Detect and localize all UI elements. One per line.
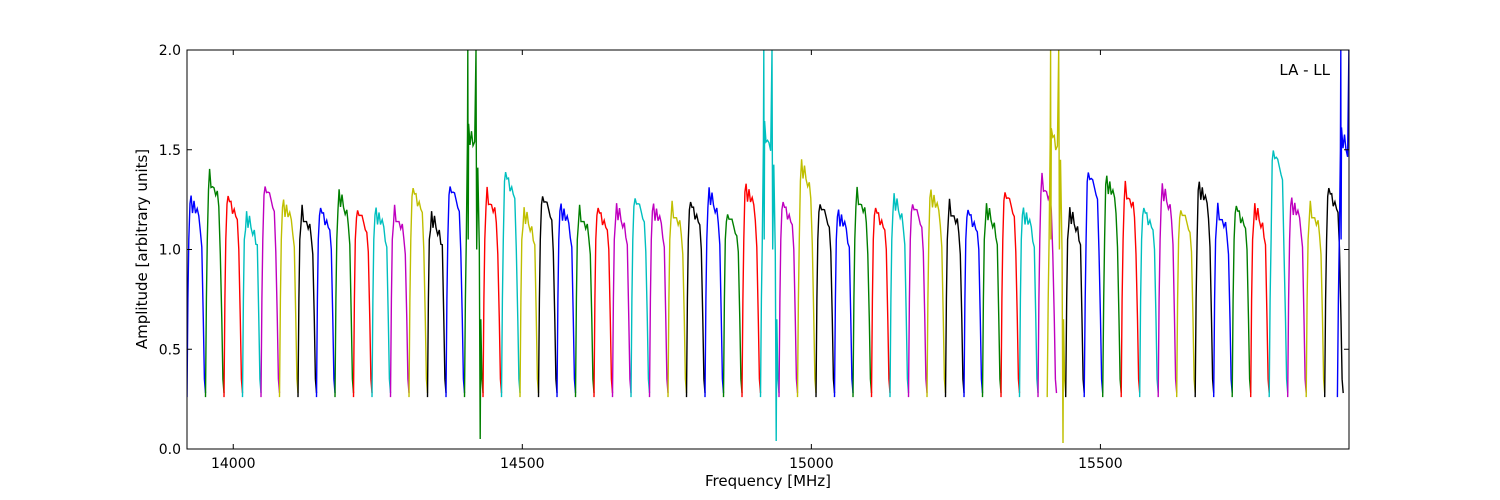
tick-layer: 14000 14500 15000 15500 0.0 0.5 1.0 1.5 2.0 (159, 43, 1349, 472)
channel-line-12 (408, 187, 429, 398)
channel-line-57 (1231, 205, 1252, 398)
channel-line-13 (426, 211, 447, 398)
y-tick-label-2: 1.0 (159, 243, 181, 259)
channel-line-44 (1000, 192, 1021, 398)
channel-line-48 (1065, 207, 1085, 398)
channel-line-54 (1176, 210, 1196, 398)
channel-line-52 (1139, 207, 1159, 398)
channel-line-31 (759, 50, 780, 442)
x-tick-label-2: 15000 (789, 456, 834, 472)
y-tick-label-3: 1.5 (159, 143, 181, 159)
channel-line-60 (1287, 197, 1307, 398)
channel-line-46 (1037, 172, 1058, 398)
channel-line-20 (556, 203, 577, 398)
channel-line-9 (352, 210, 373, 398)
channel-line-15 (463, 50, 484, 440)
channel-annotation: LA - LL (1279, 61, 1330, 79)
y-tick-label-0: 0.0 (159, 442, 181, 458)
channel-line-25 (648, 203, 669, 398)
channel-line-11 (389, 204, 410, 398)
channel-line-51 (1120, 180, 1141, 398)
y-axis-label: Amplitude [arbitrary units] (133, 149, 151, 349)
channel-line-56 (1213, 202, 1233, 398)
x-axis-label: Frequency [MHz] (705, 472, 831, 490)
channel-line-45 (1018, 207, 1039, 398)
channel-line-30 (741, 183, 762, 398)
channel-line-26 (667, 200, 688, 398)
channel-line-43 (981, 203, 1002, 398)
channel-line-58 (1250, 203, 1270, 398)
channel-line-1 (204, 168, 225, 398)
channel-line-32 (778, 201, 799, 398)
channel-line-61 (1305, 200, 1326, 398)
channel-line-40 (926, 189, 947, 398)
channel-line-17 (500, 171, 521, 398)
channel-line-8 (334, 189, 355, 398)
channel-line-53 (1157, 183, 1178, 398)
channel-line-10 (371, 207, 392, 398)
channel-line-35 (833, 209, 854, 398)
channel-line-62 (1324, 187, 1344, 398)
series-layer (187, 50, 1349, 444)
channel-line-55 (1194, 181, 1215, 398)
channel-line-59 (1268, 150, 1289, 398)
y-tick-label-1: 0.5 (159, 342, 181, 358)
x-tick-label-3: 15500 (1078, 456, 1123, 472)
channel-line-22 (593, 207, 614, 398)
channel-line-38 (889, 193, 910, 398)
plot-frame (186, 49, 1350, 450)
channel-line-21 (574, 204, 595, 398)
y-tick-label-4: 2.0 (159, 43, 181, 59)
channel-line-16 (482, 186, 503, 398)
x-tick-label-1: 14500 (500, 456, 545, 472)
channel-line-39 (907, 204, 928, 398)
x-tick-label-0: 14000 (211, 456, 256, 472)
channel-line-36 (852, 186, 873, 398)
channel-line-14 (445, 186, 466, 398)
channel-line-0 (187, 195, 207, 398)
channel-line-34 (815, 204, 836, 398)
channel-line-41 (944, 198, 965, 398)
channel-line-33 (796, 159, 817, 398)
channel-line-4 (260, 186, 281, 398)
channel-line-2 (223, 195, 244, 398)
channel-line-29 (722, 214, 743, 398)
channel-line-23 (611, 203, 632, 398)
channel-line-27 (685, 201, 706, 398)
channel-line-47 (1046, 50, 1067, 444)
channel-line-63 (1336, 50, 1349, 398)
channel-line-28 (704, 187, 725, 398)
channel-line-3 (241, 211, 262, 398)
channel-line-6 (297, 204, 318, 398)
channel-line-37 (870, 207, 891, 398)
channel-line-49 (1083, 172, 1104, 398)
channel-line-5 (278, 199, 299, 398)
channel-line-42 (963, 209, 984, 398)
channel-line-50 (1102, 175, 1122, 398)
channel-line-18 (519, 207, 540, 398)
channel-line-19 (537, 196, 558, 398)
channel-line-7 (315, 207, 336, 398)
channel-line-24 (630, 198, 651, 398)
